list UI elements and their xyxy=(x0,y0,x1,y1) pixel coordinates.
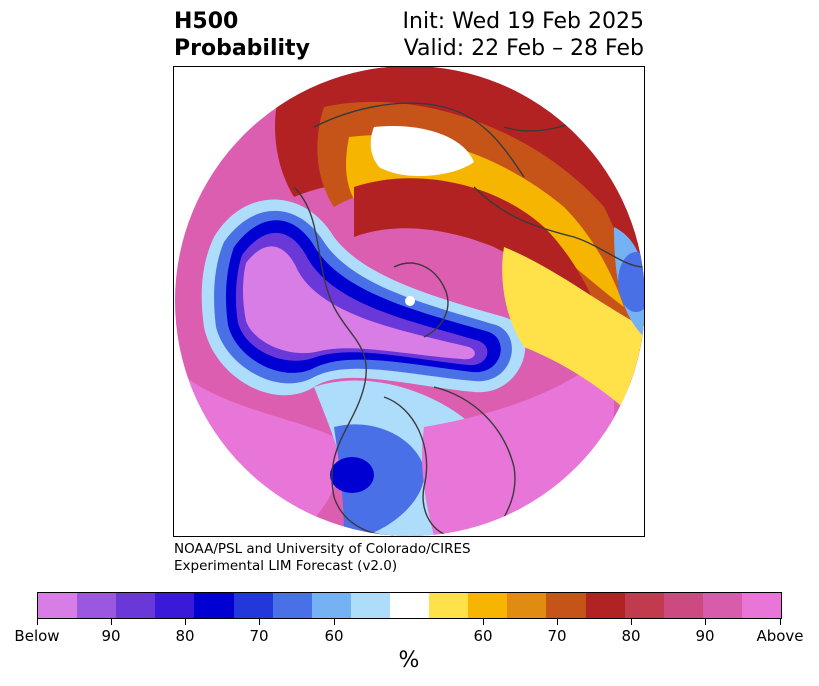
colorbar-swatch xyxy=(311,593,351,618)
colorbar-swatch xyxy=(116,593,156,618)
colorbar-tick-label: Above xyxy=(756,627,804,645)
probability-field xyxy=(175,67,644,536)
title-line-variable: H500 xyxy=(174,9,239,34)
colorbar-swatch xyxy=(624,593,664,618)
map-frame xyxy=(173,66,645,537)
colorbar-tick-label: 70 xyxy=(249,627,269,645)
colorbar-swatch xyxy=(429,593,469,618)
colorbar-swatch xyxy=(350,593,390,618)
colorbar-tick-label: 80 xyxy=(175,627,195,645)
colorbar-swatch xyxy=(507,593,547,618)
field-below-strong-south xyxy=(330,457,374,493)
colorbar-tick-mark xyxy=(334,619,335,625)
colorbar-tick-mark xyxy=(780,619,781,625)
colorbar-tick-mark xyxy=(259,619,260,625)
field-below-mid-south xyxy=(334,424,425,536)
colorbar-unit: % xyxy=(398,648,420,673)
colorbar-swatch xyxy=(272,593,312,618)
colorbar-swatch xyxy=(38,593,78,618)
colorbar-tick-label: 60 xyxy=(324,627,344,645)
credit-line-product: Experimental LIM Forecast (v2.0) xyxy=(174,558,398,574)
colorbar-tick-label: 90 xyxy=(695,627,715,645)
init-date: Init: Wed 19 Feb 2025 xyxy=(402,9,644,34)
colorbar-tick-label: 80 xyxy=(621,627,641,645)
colorbar-swatch xyxy=(546,593,586,618)
colorbar-tick-label: Below xyxy=(14,627,60,645)
colorbar-swatch xyxy=(155,593,195,618)
colorbar-tick-mark xyxy=(557,619,558,625)
colorbar-tick-mark xyxy=(111,619,112,625)
colorbar-tick-label: 60 xyxy=(473,627,493,645)
colorbar-swatch xyxy=(194,593,234,618)
field-neutral-arctic xyxy=(370,126,474,177)
title-line-product: Probability xyxy=(174,36,310,61)
valid-range: Valid: 22 Feb – 28 Feb xyxy=(403,36,644,61)
colorbar-swatch xyxy=(389,593,430,618)
colorbar-swatch xyxy=(77,593,117,618)
field-above-weak-north xyxy=(346,135,624,307)
colorbar-tick-mark xyxy=(631,619,632,625)
colorbar-swatch xyxy=(741,593,782,618)
colorbar-swatch xyxy=(468,593,508,618)
credit: NOAA/PSL and University of Colorado/CIRE… xyxy=(174,541,471,575)
colorbar-tick-label: 70 xyxy=(547,627,567,645)
pole-marker xyxy=(405,296,415,306)
colorbar-swatch xyxy=(585,593,625,618)
credit-line-agency: NOAA/PSL and University of Colorado/CIRE… xyxy=(174,541,471,557)
probability-map xyxy=(175,67,644,536)
field-above-strong-core xyxy=(354,178,604,327)
colorbar-tick-mark xyxy=(705,619,706,625)
colorbar-tick-mark xyxy=(483,619,484,625)
coastlines xyxy=(293,76,644,536)
title-right: Init: Wed 19 Feb 2025 Valid: 22 Feb – 28… xyxy=(403,8,644,62)
colorbar-tick-label: 90 xyxy=(101,627,121,645)
colorbar-tick-mark xyxy=(185,619,186,625)
field-above-weak-east xyxy=(502,247,644,427)
colorbar xyxy=(37,592,782,619)
colorbar-swatch xyxy=(233,593,273,618)
colorbar-tick-mark xyxy=(37,619,38,625)
title-left: H500 Probability xyxy=(174,8,310,62)
colorbar-swatch xyxy=(702,593,742,618)
field-below-mid-east xyxy=(618,252,644,312)
colorbar-swatch xyxy=(663,593,703,618)
field-below-extreme xyxy=(243,246,475,360)
